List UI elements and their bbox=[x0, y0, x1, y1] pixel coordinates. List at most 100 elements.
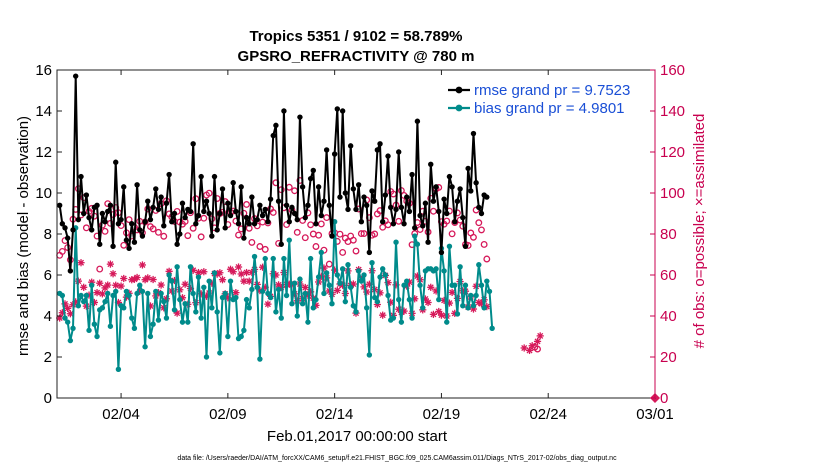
bias-point bbox=[347, 284, 354, 290]
bias-point bbox=[377, 274, 383, 280]
bias-point bbox=[476, 262, 482, 268]
possible-obs-marker bbox=[269, 209, 277, 216]
chart-title: Tropics 5351 / 9102 = 58.789% bbox=[249, 28, 462, 45]
assimilated-obs-marker bbox=[536, 332, 544, 340]
rmse-point bbox=[438, 249, 445, 256]
bias-point bbox=[113, 288, 119, 295]
bias-point bbox=[473, 292, 479, 299]
rmse-point bbox=[476, 204, 482, 211]
possible-obs-marker bbox=[96, 265, 104, 273]
possible-obs-marker bbox=[360, 230, 368, 238]
bias-point bbox=[468, 292, 474, 299]
rmse-point bbox=[388, 204, 394, 211]
rmse-point bbox=[393, 206, 399, 213]
rmse-point bbox=[339, 108, 346, 114]
rmse-point bbox=[75, 216, 82, 223]
rmse-point bbox=[417, 212, 423, 219]
bias-point bbox=[214, 309, 220, 315]
legend-rmse-marker bbox=[455, 86, 463, 94]
bias-point bbox=[379, 266, 386, 272]
series-layer bbox=[56, 73, 660, 403]
possible-obs-marker bbox=[395, 217, 403, 225]
rmse-point bbox=[198, 173, 204, 180]
rmse-point bbox=[353, 206, 359, 213]
assimilated-obs-marker bbox=[112, 281, 120, 289]
bias-point bbox=[275, 286, 282, 293]
rmse-point bbox=[166, 171, 172, 178]
bias-point bbox=[385, 292, 391, 299]
bias-point bbox=[481, 305, 487, 311]
rmse-point bbox=[72, 73, 79, 79]
rmse-point bbox=[137, 227, 143, 233]
rmse-point bbox=[366, 249, 373, 256]
rmse-point bbox=[238, 184, 244, 190]
bias-point bbox=[321, 290, 327, 297]
bias-point bbox=[273, 309, 279, 315]
possible-obs-marker bbox=[197, 233, 205, 241]
possible-obs-marker bbox=[352, 247, 360, 255]
y-tick-label: 12 bbox=[35, 144, 52, 161]
bias-point bbox=[134, 290, 140, 297]
bias-point bbox=[337, 280, 343, 286]
bias-point bbox=[406, 296, 413, 303]
y2-tick-label: 140 bbox=[660, 103, 685, 120]
bias-point bbox=[361, 272, 367, 278]
bias-point bbox=[457, 264, 463, 270]
rmse-point bbox=[243, 214, 250, 221]
possible-obs-marker bbox=[184, 232, 192, 240]
bias-point bbox=[174, 264, 180, 270]
rmse-point bbox=[267, 196, 274, 202]
possible-obs-marker bbox=[101, 227, 109, 235]
x-tick-label: 02/09 bbox=[209, 406, 247, 423]
bias-point bbox=[166, 272, 172, 278]
y-tick-label: 10 bbox=[35, 185, 52, 202]
bias-point bbox=[452, 282, 458, 288]
bias-point bbox=[270, 255, 276, 262]
rmse-point bbox=[211, 173, 218, 180]
assimilated-obs-marker bbox=[435, 307, 443, 316]
rmse-point bbox=[371, 198, 378, 204]
y-tick-label: 8 bbox=[44, 226, 52, 243]
rmse-point bbox=[187, 208, 194, 215]
bias-point bbox=[339, 266, 346, 272]
y-axis-left: 0 2 4 6 8 10 12 14 16 bbox=[35, 62, 62, 407]
rmse-point bbox=[361, 194, 367, 200]
rmse-point bbox=[398, 204, 405, 211]
bias-point bbox=[75, 303, 82, 309]
y-tick-label: 16 bbox=[35, 62, 52, 79]
rmse-point bbox=[318, 212, 324, 219]
rmse-point bbox=[230, 180, 236, 186]
possible-obs-marker bbox=[379, 223, 387, 231]
bias-point bbox=[465, 305, 471, 311]
rmse-point bbox=[64, 235, 71, 241]
y-tick-label: 4 bbox=[44, 308, 52, 325]
assimilated-obs-marker bbox=[109, 270, 117, 278]
bias-point bbox=[350, 303, 357, 309]
bias-point bbox=[102, 298, 108, 305]
bias-series bbox=[56, 219, 495, 372]
bias-point bbox=[150, 321, 156, 327]
assimilated-obs-marker bbox=[98, 290, 106, 298]
assimilated-obs-marker bbox=[194, 268, 203, 277]
possible-obs-marker bbox=[240, 209, 248, 217]
rmse-point bbox=[484, 194, 490, 200]
rmse-point bbox=[105, 208, 111, 215]
rmse-point bbox=[337, 194, 343, 200]
bias-point bbox=[94, 333, 100, 340]
rmse-series bbox=[56, 73, 490, 274]
bias-point bbox=[371, 294, 378, 301]
bias-point bbox=[121, 305, 127, 311]
rmse-point bbox=[265, 219, 271, 225]
bias-point bbox=[177, 296, 183, 303]
rmse-point bbox=[436, 208, 442, 215]
bias-point bbox=[241, 327, 247, 334]
bias-point bbox=[484, 278, 490, 284]
rmse-point bbox=[323, 147, 330, 153]
rmse-point bbox=[233, 208, 239, 215]
bias-point bbox=[145, 290, 151, 297]
bias-point bbox=[123, 288, 130, 295]
rmse-point bbox=[412, 225, 418, 231]
rmse-point bbox=[179, 200, 186, 206]
bias-point bbox=[454, 311, 461, 317]
rmse-point bbox=[452, 219, 458, 225]
